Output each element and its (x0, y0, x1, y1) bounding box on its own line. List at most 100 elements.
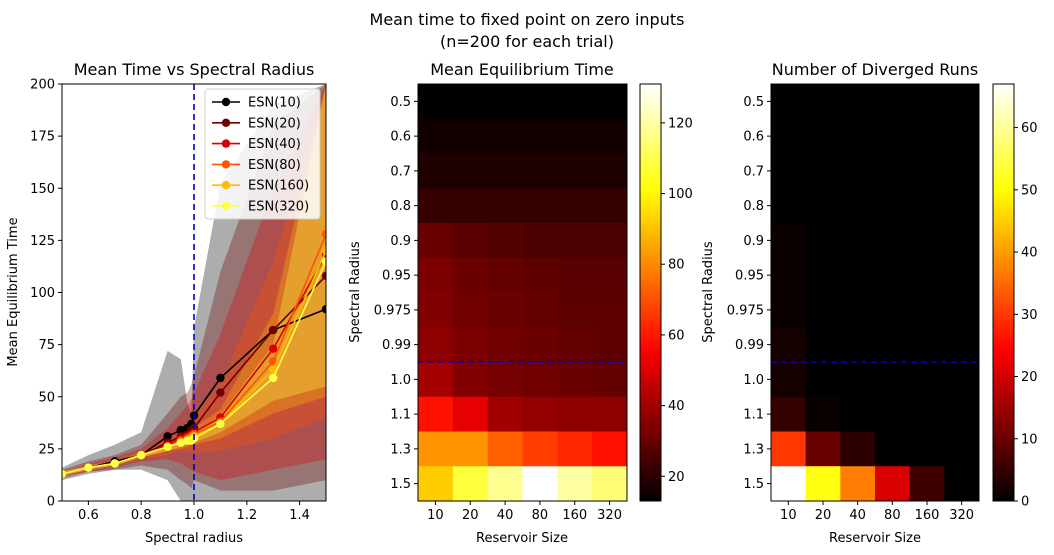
colorbar-segment (993, 94, 1014, 99)
colorbar-segment (993, 278, 1014, 283)
colorbar-segment (640, 163, 661, 168)
x-tick-label: 80 (884, 508, 901, 523)
colorbar-tick-label: 80 (668, 258, 685, 273)
colorbar-segment (640, 160, 661, 165)
colorbar-segment (640, 344, 661, 349)
colorbar-segment (640, 452, 661, 457)
heatmap-cell (522, 466, 558, 502)
colorbar-segment (993, 143, 1014, 148)
colorbar-segment (640, 306, 661, 311)
colorbar-segment (640, 156, 661, 161)
colorbar-segment (640, 393, 661, 398)
y-tick-label: 50 (38, 390, 55, 405)
colorbar-segment (993, 372, 1014, 377)
colorbar-segment (640, 170, 661, 175)
colorbar-segment (640, 87, 661, 92)
colorbar-segment (640, 216, 661, 221)
colorbar-segment (640, 355, 661, 360)
heatmap-cell (418, 327, 454, 363)
heatmap-cell (840, 153, 876, 189)
colorbar-segment (640, 316, 661, 321)
y-tick-label: 0.99 (382, 338, 411, 353)
colorbar: 20 40 60 80 100 120 (639, 83, 693, 502)
colorbar-segment (993, 264, 1014, 269)
line-chart-xlabel: Spectral radius (145, 531, 243, 546)
colorbar-segment (640, 108, 661, 113)
heatmap-cell (805, 223, 841, 259)
heatmap-cell (805, 327, 841, 363)
colorbar-segment (640, 337, 661, 342)
heatmap-cell (875, 223, 911, 259)
heatmap-cell (592, 223, 628, 259)
colorbar-segment (993, 87, 1014, 92)
colorbar-segment (640, 431, 661, 436)
colorbar-segment (640, 177, 661, 182)
heatmap-cell (452, 466, 489, 502)
colorbar-segment (640, 438, 661, 443)
y-tick-label: 200 (30, 78, 55, 93)
heatmap-cell (487, 327, 523, 363)
y-tick-label: 1.5 (743, 477, 764, 492)
colorbar-segment (993, 236, 1014, 241)
heatmap-cell (452, 118, 489, 154)
heatmap-cell (840, 84, 876, 120)
heatmap-cell (592, 327, 628, 363)
colorbar-segment (993, 327, 1014, 332)
colorbar-segment (993, 177, 1014, 182)
y-tick-label: 0.6 (743, 130, 764, 145)
point-esn320 (216, 419, 225, 429)
heatmap-cell (452, 327, 489, 363)
colorbar-segment (993, 459, 1014, 464)
legend-label-esn20: ESN(20) (248, 116, 301, 131)
colorbar-segment (993, 428, 1014, 432)
heatmap-cell (557, 153, 593, 189)
heatmap-cell (805, 466, 841, 502)
point-esn320 (84, 463, 93, 472)
colorbar-segment (993, 362, 1014, 366)
point-esn320 (269, 373, 278, 383)
x-tick-label: 40 (849, 508, 866, 523)
figure-subtitle: (n=200 for each trial) (440, 32, 614, 51)
heatmap-cell (557, 84, 593, 120)
colorbar-segment (640, 375, 661, 380)
colorbar-segment (993, 452, 1014, 457)
colorbar-segment (993, 480, 1014, 485)
colorbar-segment (640, 299, 661, 304)
heatmap-cell (805, 292, 841, 328)
colorbar-segment (640, 295, 661, 300)
heatmap-cell (418, 396, 454, 432)
line-chart-title: Mean Time vs Spectral Radius (74, 60, 315, 79)
heatmap-cell (557, 188, 593, 224)
y-tick-label: 25 (38, 442, 55, 457)
colorbar-segment (993, 379, 1014, 384)
colorbar-segment (640, 254, 661, 259)
colorbar-segment (640, 181, 661, 186)
heatmap-cell (452, 188, 489, 224)
colorbar-segment (640, 313, 661, 318)
plot-frame (417, 83, 628, 502)
y-tick-label: 1.1 (743, 408, 764, 423)
heatmap-cell (771, 431, 807, 467)
colorbar-segment (640, 323, 661, 328)
x-tick-label: 80 (532, 508, 549, 523)
y-tick-label: 0.7 (743, 164, 764, 179)
colorbar-segment (993, 431, 1014, 436)
heatmap-cell (557, 327, 593, 363)
band-esn160 (62, 84, 326, 476)
colorbar-segment (640, 257, 661, 262)
colorbar-segment (640, 410, 661, 415)
heatmap-cell (944, 153, 980, 189)
colorbar-segment (640, 136, 661, 141)
heatmap-cell (418, 153, 454, 189)
colorbar-segment (993, 254, 1014, 259)
colorbar-tick-label: 60 (668, 328, 685, 343)
heatmap-cell (840, 257, 876, 293)
colorbar-segment (993, 132, 1014, 137)
colorbar-segment (640, 101, 661, 106)
colorbar-segment (993, 247, 1014, 252)
colorbar-segment (640, 341, 661, 346)
colorbar-segment (640, 247, 661, 252)
colorbar-segment (640, 202, 661, 207)
heatmap-cell (944, 188, 980, 224)
colorbar-segment (993, 313, 1014, 318)
